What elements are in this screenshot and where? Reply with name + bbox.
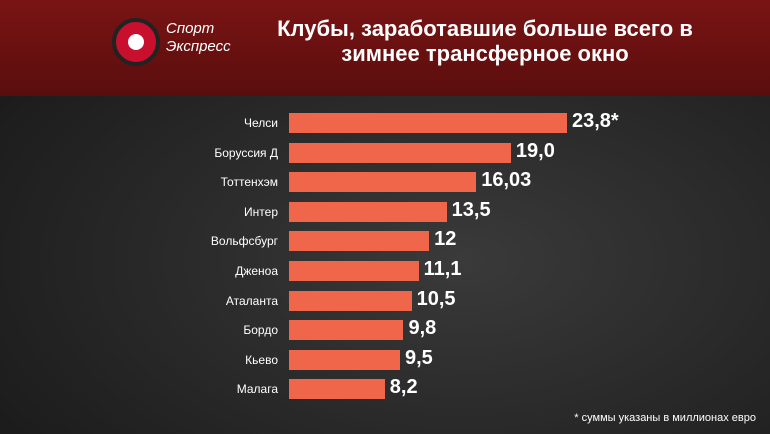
value-label: 9,8 bbox=[408, 317, 437, 340]
bar bbox=[289, 349, 400, 370]
logo-mark bbox=[112, 18, 160, 66]
bar bbox=[289, 201, 447, 222]
category-label: Вольфсбург bbox=[210, 234, 278, 249]
category-label: Тоттенхэм bbox=[220, 175, 278, 190]
logo-text: Спорт bbox=[166, 20, 215, 37]
bar bbox=[289, 261, 419, 281]
value-label: 13,5 bbox=[451, 198, 491, 221]
value-label: 11,1 bbox=[423, 258, 462, 280]
value-label: 8,2 bbox=[389, 376, 418, 399]
value-label: 12 bbox=[434, 228, 457, 251]
bar bbox=[289, 290, 412, 311]
category-label: Аталанта bbox=[225, 293, 278, 308]
bar bbox=[289, 379, 385, 400]
footnote: * суммы указаны в миллионах евро bbox=[574, 412, 756, 424]
value-label: 23,8* bbox=[571, 110, 619, 132]
bar bbox=[289, 113, 567, 133]
bar bbox=[289, 231, 430, 252]
bar bbox=[289, 172, 477, 193]
value-label: 16,03 bbox=[481, 169, 532, 192]
value-label: 10,5 bbox=[416, 287, 456, 310]
category-label: Интер bbox=[244, 204, 278, 219]
category-label: Кьево bbox=[245, 352, 278, 367]
bar bbox=[289, 320, 404, 341]
category-label: Боруссия Д bbox=[214, 145, 278, 160]
category-label: Челси bbox=[244, 116, 278, 130]
bar bbox=[289, 142, 511, 163]
chart-title: Клубы, заработавшие больше всего в зимне… bbox=[277, 16, 693, 66]
value-label: 9,5 bbox=[404, 346, 433, 369]
category-label: Малага bbox=[236, 382, 278, 397]
category-label: Бордо bbox=[243, 323, 278, 338]
value-label: 19,0 bbox=[515, 139, 555, 162]
category-label: Дженоа bbox=[235, 264, 278, 278]
logo-text: Экспресс bbox=[166, 38, 231, 55]
